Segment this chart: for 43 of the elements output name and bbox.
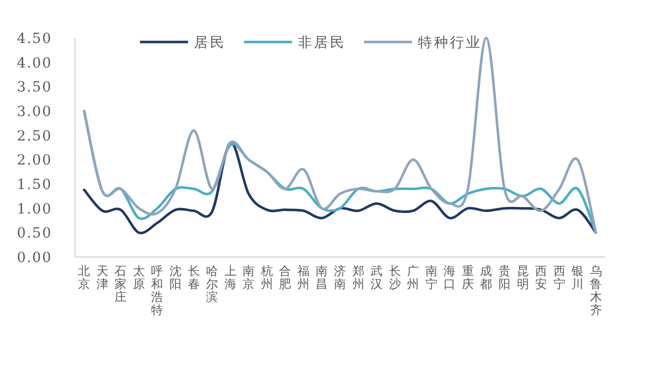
- y-tick-label: 0.50: [16, 226, 52, 242]
- x-tick-label: 西安: [535, 264, 548, 291]
- x-tick-label: 西宁: [553, 264, 566, 291]
- x-tick-label: 长沙: [388, 264, 401, 291]
- x-tick-label: 沈阳: [170, 264, 182, 291]
- x-tick-label: 天津: [96, 264, 108, 291]
- y-tick-label: 4.00: [16, 55, 52, 72]
- x-tick-label: 太原: [132, 264, 145, 291]
- x-tick-label: 南宁: [425, 264, 438, 291]
- legend-label: 特种行业: [418, 35, 482, 51]
- x-tick-label: 长春: [188, 264, 200, 291]
- x-tick-label: 济南: [334, 264, 346, 291]
- x-tick-label: 杭州: [260, 264, 273, 291]
- x-tick-label: 乌鲁木齐: [590, 264, 602, 317]
- y-tick-label: 1.50: [16, 177, 52, 193]
- y-tick-label: 2.00: [16, 152, 52, 169]
- y-tick-label: 2.50: [16, 128, 52, 144]
- legend-label: 居民: [194, 35, 226, 51]
- y-tick-label: 3.00: [16, 104, 52, 120]
- x-tick-label: 福州: [297, 264, 310, 291]
- x-tick-label: 广州: [407, 264, 420, 291]
- x-tick-label: 哈尔滨: [206, 264, 218, 304]
- x-tick-label: 海口: [444, 264, 456, 291]
- y-tick-label: 3.50: [16, 80, 52, 96]
- x-tick-label: 南京: [242, 264, 255, 291]
- y-tick-label: 1.00: [16, 201, 52, 218]
- line-series: [82, 36, 598, 234]
- x-tick-label: 石家庄: [114, 264, 127, 304]
- x-tick-label: 昆明: [516, 264, 529, 291]
- x-tick-label: 合肥: [279, 264, 292, 291]
- x-tick-label: 南昌: [316, 264, 328, 291]
- x-tick-label: 重庆: [462, 264, 474, 291]
- y-tick-label: 0.00: [16, 250, 52, 266]
- x-tick-label: 郑州: [352, 264, 364, 291]
- x-tick-label: 贵阳: [498, 264, 510, 291]
- x-tick-label: 银川: [570, 264, 584, 291]
- x-tick-label: 成都: [480, 264, 492, 291]
- x-tick-label: 武汉: [370, 264, 383, 291]
- x-tick-label: 上海: [224, 264, 236, 291]
- x-tick-label: 呼和浩特: [151, 264, 164, 317]
- y-tick-label: 4.50: [16, 31, 52, 47]
- legend-label: 非居民: [298, 35, 346, 51]
- x-tick-label: 北京: [78, 264, 90, 291]
